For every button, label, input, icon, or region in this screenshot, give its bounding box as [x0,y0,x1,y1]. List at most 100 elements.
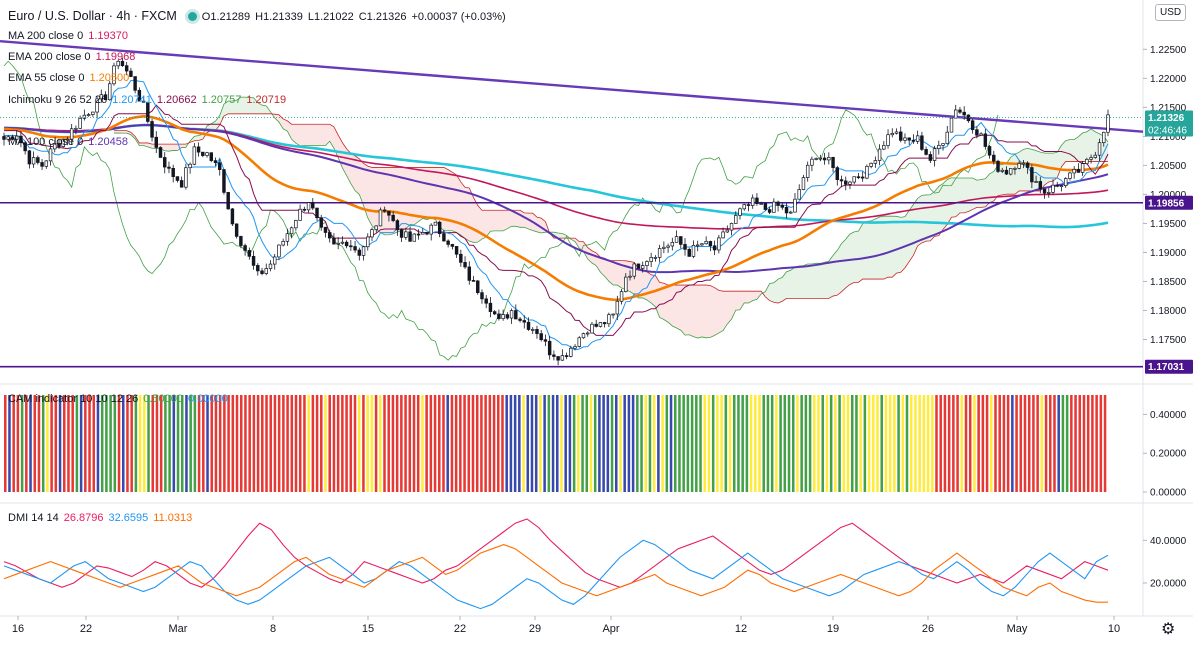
cam-y-tick-label: 0.00000 [1150,488,1187,499]
ichimoku-cloud-segment [926,194,931,242]
candle-body [691,245,696,257]
ichimoku-cloud-segment [1053,152,1058,182]
ichimoku-cloud-segment [426,167,432,220]
ichimoku-cloud-segment [841,239,846,292]
candle-body [1013,167,1017,170]
candle-body [662,246,666,249]
candle-body [454,246,459,255]
ichimoku-cloud-segment [778,277,783,304]
cam-bar [446,395,449,492]
cam-bar [387,395,390,492]
cam-bar [311,395,315,492]
candle-body [856,176,861,179]
cam-bar [336,395,340,492]
cam-bar [610,395,614,492]
candle-body [1047,192,1051,194]
ichimoku-cloud-segment [744,291,749,303]
ichimoku-cloud-segment [181,144,186,148]
cam-bar [800,395,803,492]
cam-bar [943,395,947,492]
cam-bar [395,395,399,492]
ichimoku-cloud-segment [807,264,812,299]
candle-body [670,241,675,247]
candle-body [285,233,290,242]
ichimoku-cloud-segment [1006,157,1011,195]
gear-icon[interactable]: ⚙ [1161,621,1176,638]
candle-body [421,232,425,235]
cam-bar [509,395,513,492]
ichimoku-cloud-segment [773,279,779,304]
ichimoku-cloud-segment [524,212,529,229]
candle-body [298,208,302,221]
cam-bar [231,395,235,492]
support-price-tag: 1.17031 [1148,362,1185,373]
ichimoku-cloud-segment [904,210,910,268]
ichimoku-cloud-segment [854,231,859,283]
ichimoku-cloud-segment [490,210,495,232]
ichimoku-cloud-segment [240,97,246,114]
cam-bar [556,395,559,492]
ichimoku-cloud-segment [972,177,977,210]
ichimoku-cloud-segment [909,204,914,262]
ichimoku-cloud-segment [1044,153,1049,185]
candle-body [979,133,983,136]
cam-bar [33,395,37,492]
cam-bar [50,395,53,492]
candle-body [805,164,810,178]
tenkan-line [4,79,1109,351]
cam-bar [168,395,171,492]
cam-bar [1049,395,1052,492]
candle-body [564,355,569,357]
currency-badge[interactable]: USD [1155,4,1187,21]
cam-bar [581,395,584,492]
candle-body [983,133,988,147]
candle-body [1051,184,1055,193]
candle-body [932,148,937,161]
cam-bar [678,395,681,492]
cam-bar [716,395,719,492]
candle-body [750,197,755,206]
cam-bar [551,395,555,492]
ichimoku-cloud-segment [714,287,719,336]
candle-body [759,203,763,205]
cam-bar [4,395,7,492]
candle-body [975,129,979,136]
cam-bar [598,395,601,492]
ichimoku-cloud-segment [486,210,491,237]
cam-bar [838,395,841,492]
candle-body [949,117,954,133]
cam-bar [711,395,715,492]
y-tick-label: 1.17500 [1150,335,1187,346]
cam-bar [303,395,306,492]
ichimoku-cloud-segment [883,216,889,280]
candle-body [395,220,400,231]
ichimoku-cloud-segment [422,167,427,220]
cam-bar [315,395,319,492]
cam-bar [1023,395,1027,492]
candle-body [53,143,57,150]
candle-body [852,176,856,183]
cam-y-tick-label: 0.20000 [1150,449,1187,460]
candle-body [704,241,708,245]
ichimoku-cloud-segment [122,130,127,134]
cam-bar [197,395,201,492]
ichimoku-cloud-segment [443,167,449,231]
cam-bar [749,395,753,492]
candle-body [277,244,281,258]
cam-bar [67,395,70,492]
x-tick-label: 22 [454,623,466,635]
cam-bar [636,395,639,492]
candle-body [209,152,213,161]
candle-body [632,263,636,277]
ichimoku-cloud-segment [782,271,787,302]
candle-body [907,137,911,141]
candle-body [522,320,527,323]
candle-body [687,249,691,257]
candle-body [442,233,446,242]
cam-bar [876,395,879,492]
ichimoku-cloud-segment [676,285,681,331]
cam-bar [252,395,256,492]
cam-bar [223,395,226,492]
cam-bar [846,395,850,492]
cam-bar [1099,395,1103,492]
